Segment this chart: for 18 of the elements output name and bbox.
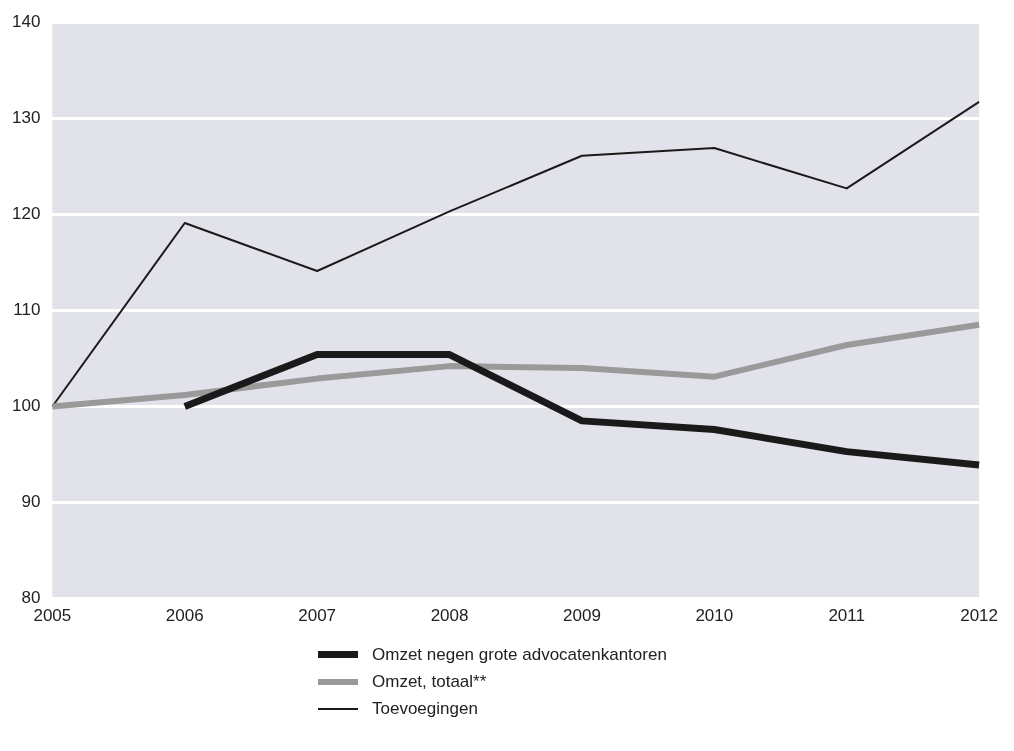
x-tick-label: 2012	[960, 606, 998, 626]
y-tick-label: 100	[11, 396, 41, 416]
legend-label: Omzet, totaal**	[372, 671, 487, 692]
x-tick-label: 2011	[828, 606, 865, 626]
legend-label: Toevoegingen	[372, 698, 478, 719]
x-tick-label: 2005	[33, 606, 72, 626]
y-tick-label: 80	[21, 588, 41, 608]
legend-label: Omzet negen grote advocatenkantoren	[372, 644, 667, 665]
y-tick-label: 120	[11, 204, 41, 224]
y-tick-label: 90	[21, 492, 41, 512]
x-tick-label: 2009	[563, 606, 601, 626]
x-tick-label: 2006	[165, 606, 204, 626]
y-tick-label: 130	[11, 107, 41, 127]
y-tick-label: 140	[11, 11, 41, 31]
x-tick-label: 2010	[695, 606, 734, 626]
x-tick-label: 2007	[298, 606, 337, 626]
y-tick-label: 110	[13, 300, 41, 320]
x-tick-label: 2008	[430, 606, 469, 626]
